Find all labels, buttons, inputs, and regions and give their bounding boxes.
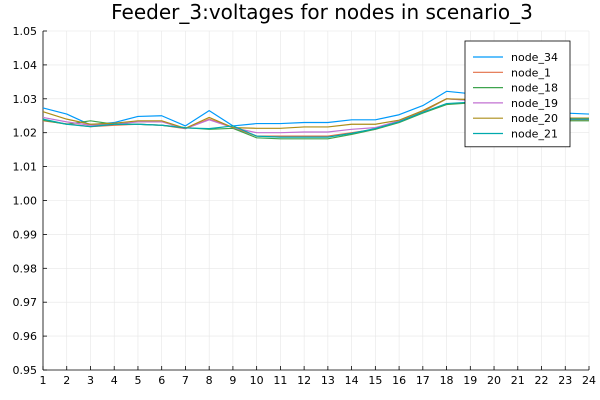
x-tick-label: 15 (368, 374, 382, 387)
x-tick-label: 10 (250, 374, 264, 387)
legend-box (464, 40, 571, 148)
legend-label-node_20: node_20 (511, 112, 558, 125)
x-tick-label: 7 (182, 374, 189, 387)
y-tick-label: 1.02 (13, 127, 38, 140)
y-tick-label: 1.05 (13, 25, 38, 38)
x-tick-label: 24 (582, 374, 596, 387)
legend: node_34 node_1 node_18 node_19 node_20 node_2… (464, 40, 571, 148)
legend-label-node_34: node_34 (511, 51, 558, 64)
x-tick-label: 1 (40, 374, 47, 387)
x-tick-label: 22 (535, 374, 549, 387)
x-tick-label: 21 (511, 374, 525, 387)
y-tick-label: 0.97 (13, 296, 38, 309)
x-tick-label: 14 (345, 374, 359, 387)
y-tick-label: 0.95 (13, 364, 38, 377)
y-tick-label: 0.98 (13, 262, 38, 275)
x-tick-label: 16 (392, 374, 406, 387)
x-tick-label: 11 (273, 374, 287, 387)
legend-label-node_18: node_18 (511, 82, 558, 95)
legend-label-node_1: node_1 (511, 66, 551, 79)
legend-label-node_19: node_19 (511, 97, 558, 110)
x-tick-label: 23 (558, 374, 572, 387)
x-tick-label: 8 (206, 374, 213, 387)
x-axis-tick-labels: 1 2 3 4 5 6 7 8 9 10 11 12 13 14 15 16 17 18 19 20 21 22 23 24 (40, 374, 597, 387)
y-tick-label: 1.00 (13, 195, 38, 208)
y-tick-label: 1.01 (13, 161, 38, 174)
chart-title: Feeder_3:voltages for nodes in scenario_… (111, 0, 533, 24)
y-tick-label: 0.96 (13, 330, 38, 343)
x-tick-label: 2 (63, 374, 70, 387)
y-tick-label: 0.99 (13, 228, 38, 241)
legend-label-node_21: node_21 (511, 128, 558, 141)
y-tick-label: 1.03 (13, 93, 38, 106)
y-axis-tick-labels: 0.95 0.96 0.97 0.98 0.99 1.00 1.01 1.02 1.03 1.04… (13, 25, 38, 377)
x-tick-label: 12 (297, 374, 311, 387)
x-tick-label: 20 (487, 374, 501, 387)
x-tick-label: 18 (440, 374, 454, 387)
x-tick-label: 9 (229, 374, 236, 387)
x-tick-label: 13 (321, 374, 335, 387)
x-tick-label: 3 (87, 374, 94, 387)
x-tick-label: 5 (134, 374, 141, 387)
x-tick-label: 19 (463, 374, 477, 387)
y-tick-label: 1.04 (13, 59, 38, 72)
x-tick-label: 4 (111, 374, 118, 387)
x-tick-label: 17 (416, 374, 430, 387)
plot-frame (42, 30, 590, 371)
x-tick-label: 6 (158, 374, 165, 387)
